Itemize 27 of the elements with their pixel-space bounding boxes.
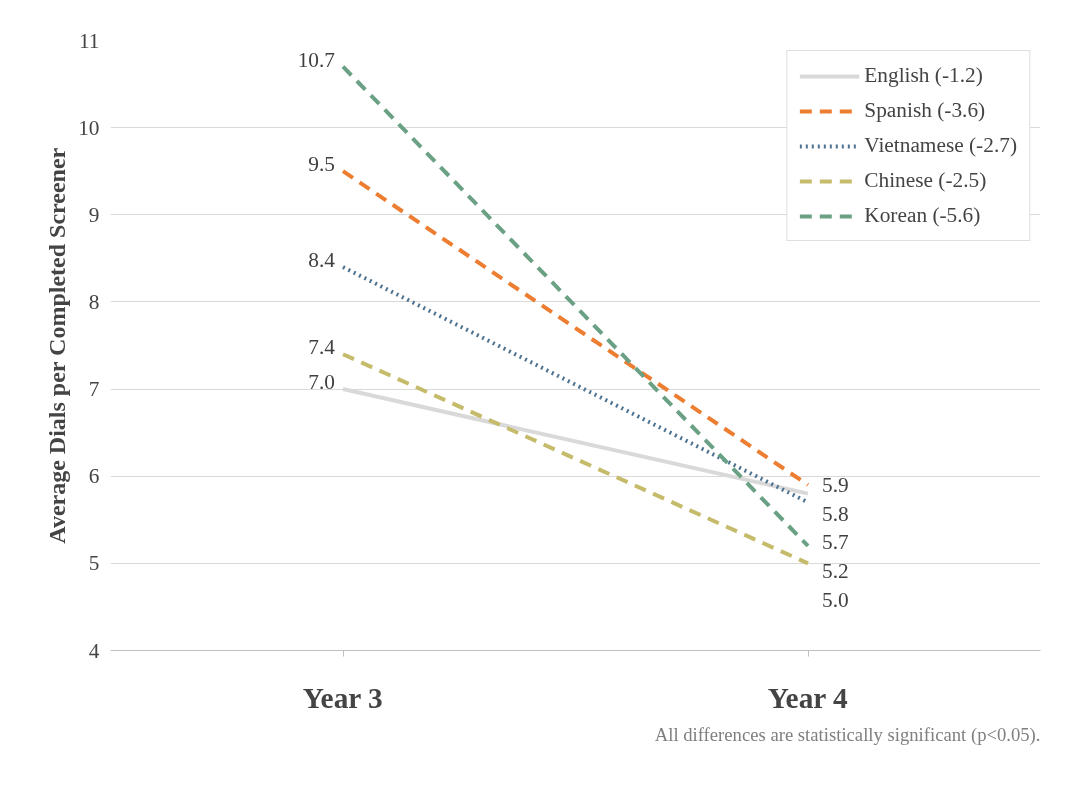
- data-label: 5.0: [822, 587, 849, 612]
- y-tick-label: 5: [88, 551, 100, 576]
- legend-label: English (-1.2): [864, 63, 983, 88]
- data-label: 7.0: [308, 370, 336, 395]
- data-label: 5.7: [822, 530, 849, 555]
- data-label: 8.4: [308, 248, 336, 273]
- data-label: 5.9: [822, 472, 849, 497]
- y-tick-label: 6: [88, 464, 100, 489]
- y-tick-label: 7: [88, 377, 100, 402]
- x-tick-label: Year 4: [767, 681, 849, 714]
- y-tick-label: 11: [78, 28, 100, 53]
- legend-label: Korean (-5.6): [864, 203, 981, 228]
- y-axis-title: Average Dials per Completed Screener: [44, 147, 71, 544]
- y-tick-label: 4: [88, 638, 100, 663]
- data-label: 7.4: [308, 335, 336, 360]
- y-tick-label: 10: [78, 115, 100, 140]
- data-label: 10.7: [297, 47, 336, 72]
- legend-label: Spanish (-3.6): [864, 98, 986, 123]
- x-tick-label: Year 3: [302, 681, 383, 714]
- legend-label: Chinese (-2.5): [864, 168, 987, 193]
- text: All differences are statistically significant (p<0.05).: [654, 723, 1041, 746]
- data-label: 9.5: [308, 152, 336, 177]
- y-tick-label: 8: [88, 289, 100, 314]
- data-label: 5.8: [822, 501, 849, 526]
- legend-label: Vietnamese (-2.7): [864, 133, 1017, 158]
- data-label: 5.2: [822, 559, 849, 584]
- y-tick-label: 9: [88, 202, 100, 227]
